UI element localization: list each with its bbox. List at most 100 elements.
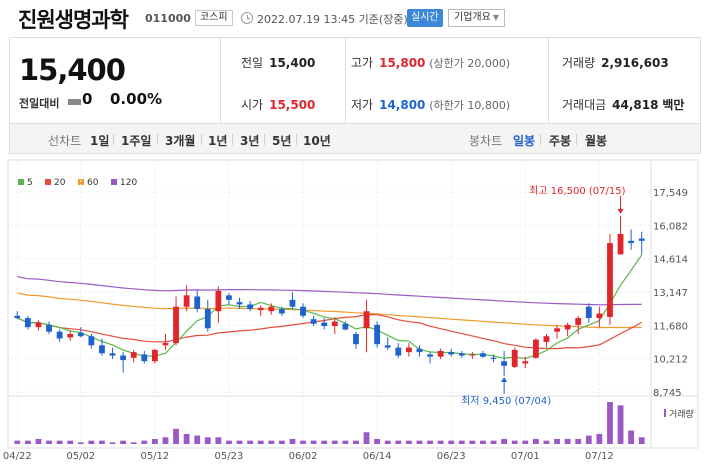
- legend-swatch: [111, 179, 117, 185]
- volume-bar: [511, 440, 518, 444]
- candle-body: [437, 350, 444, 357]
- volume-cell: 거래량 2,916,603: [562, 54, 669, 71]
- x-tick-label: 05/12: [140, 451, 169, 462]
- tab-daily[interactable]: 일봉: [513, 134, 536, 148]
- candle: [416, 345, 423, 357]
- volume-bar: [532, 438, 539, 444]
- volume-bar: [35, 438, 42, 444]
- candle-body: [194, 296, 201, 309]
- x-tick-label: 07/12: [585, 451, 614, 462]
- current-price-box: 15,400 전일대비 0 0.00%: [10, 38, 221, 123]
- ma20-line: [17, 313, 642, 350]
- volume-bar: [458, 440, 465, 444]
- candle-body: [120, 355, 127, 361]
- stock-header: 진원생명과학 011000 코스피 2022.07.19 13:45 기준(장중…: [0, 0, 705, 37]
- volume-bar: [490, 440, 497, 444]
- open-value: 15,500: [269, 98, 316, 112]
- candle: [395, 343, 402, 358]
- volume-bar: [321, 440, 328, 444]
- candle-body: [35, 322, 42, 328]
- volume-bar: [278, 440, 285, 444]
- candle-body: [77, 332, 84, 337]
- trade-value: 44,818: [612, 98, 659, 112]
- x-tick-label: 05/23: [215, 451, 244, 462]
- candle-body: [300, 306, 306, 316]
- min-arrow-head: [501, 376, 508, 382]
- candle-body: [257, 307, 264, 311]
- high-cell: 고가 15,800 (상한가 20,000): [351, 54, 510, 71]
- candle-body: [469, 354, 476, 356]
- candle: [289, 291, 296, 309]
- candle-body: [638, 238, 645, 241]
- tab-monthly[interactable]: 월봉: [585, 134, 608, 148]
- tab-weekly[interactable]: 주봉: [549, 134, 572, 148]
- candle: [554, 324, 560, 339]
- volume-bar: [342, 440, 349, 444]
- candle-body: [480, 353, 486, 357]
- candle: [427, 352, 433, 364]
- volume-bar: [448, 440, 455, 444]
- candle-body: [141, 354, 148, 362]
- unchanged-icon: [68, 99, 81, 105]
- candle-body: [607, 243, 613, 317]
- candle: [236, 297, 243, 309]
- candle: [226, 293, 232, 305]
- volume-bar: [384, 440, 391, 444]
- candle-body: [215, 290, 222, 312]
- volume-bar: [405, 440, 412, 444]
- candle-body: [405, 347, 412, 353]
- y-tick-label: 13,147: [653, 288, 688, 299]
- candle-body: [384, 345, 391, 348]
- candle-body: [183, 295, 190, 307]
- candle: [257, 305, 264, 316]
- volume-bar: [628, 430, 635, 444]
- volume-bar: [638, 437, 645, 444]
- x-tick-label: 06/23: [437, 451, 466, 462]
- volume-bar: [300, 440, 306, 444]
- open-cell: 시가 15,500: [241, 96, 315, 113]
- volume-bar: [162, 437, 169, 444]
- tab-1w[interactable]: 1주일: [121, 134, 152, 148]
- candle: [151, 348, 158, 364]
- tab-3y[interactable]: 3년: [240, 134, 260, 148]
- candle: [204, 299, 211, 332]
- legend-label: 20: [54, 178, 66, 188]
- volume-bar: [353, 440, 359, 444]
- candle-body: [278, 308, 285, 314]
- candle: [35, 320, 42, 331]
- candle-body: [226, 295, 232, 300]
- realtime-button[interactable]: 실시간: [407, 9, 443, 27]
- candle-body: [109, 353, 116, 356]
- candle: [490, 354, 497, 363]
- candlestick-chart[interactable]: 5 20 60 120 17,549 16,082 14,614 13,147 11,680 10…: [0, 154, 705, 465]
- candle-body: [204, 308, 211, 329]
- company-overview-dropdown[interactable]: 기업개요 ▼: [448, 9, 505, 27]
- candle-body: [532, 339, 539, 358]
- ma60-line: [17, 292, 642, 329]
- divider: [296, 134, 297, 145]
- low-cell: 저가 14,800 (하한가 10,800): [351, 96, 510, 113]
- volume-bar: [56, 440, 63, 444]
- candle: [353, 331, 359, 349]
- candle-body: [395, 347, 402, 356]
- y-tick-label: 16,082: [653, 221, 688, 232]
- divider: [232, 134, 233, 145]
- tab-5y[interactable]: 5년: [272, 134, 292, 148]
- lower-limit: (하한가 10,800): [429, 99, 511, 112]
- volume-bar: [289, 438, 296, 444]
- volume-bar: [416, 440, 423, 444]
- candle: [448, 348, 455, 357]
- tab-10y[interactable]: 10년: [303, 134, 331, 148]
- clock-icon: [241, 12, 253, 24]
- ma5-line: [17, 254, 643, 360]
- volume-bar: [480, 440, 486, 444]
- candle-body: [543, 336, 550, 342]
- x-tick-label: 06/14: [363, 451, 392, 462]
- volume-bar: [543, 440, 550, 444]
- tab-1y[interactable]: 1년: [208, 134, 228, 148]
- volume-bar: [374, 438, 381, 444]
- tab-1d[interactable]: 1일: [90, 134, 110, 148]
- candle: [141, 350, 148, 364]
- candle: [194, 290, 201, 313]
- tab-3m[interactable]: 3개월: [165, 134, 196, 148]
